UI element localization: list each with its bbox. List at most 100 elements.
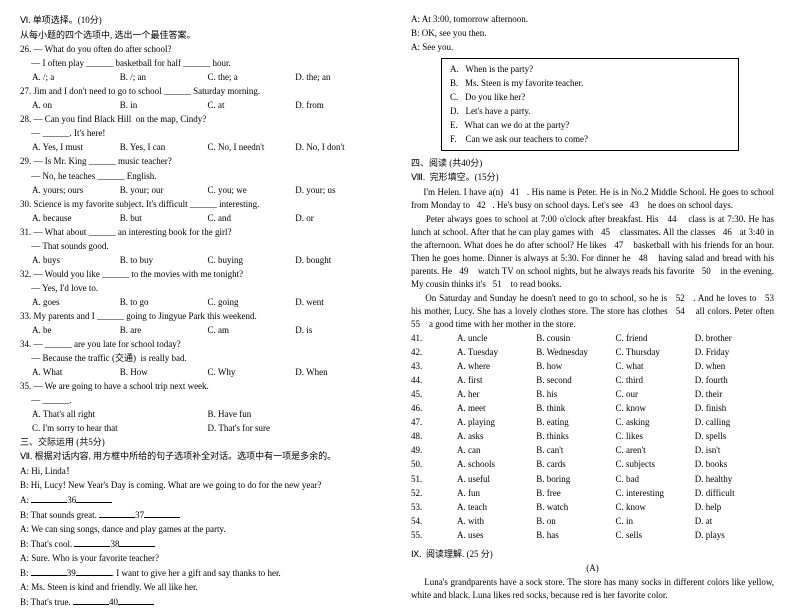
- cloze-opt-d[interactable]: D. when: [695, 360, 774, 373]
- blank-36[interactable]: [31, 493, 67, 503]
- cloze-opt-d[interactable]: D. help: [695, 501, 774, 514]
- cloze-opt-d[interactable]: D. finish: [695, 402, 774, 415]
- q32-opt-c[interactable]: C. going: [208, 296, 296, 309]
- cloze-opt-d[interactable]: D. fourth: [695, 374, 774, 387]
- cloze-opt-b[interactable]: B. watch: [536, 501, 615, 514]
- cloze-opt-a[interactable]: A. can: [457, 444, 536, 457]
- cloze-opt-d[interactable]: D. Friday: [695, 346, 774, 359]
- cloze-opt-c[interactable]: C. know: [616, 501, 695, 514]
- box-opt-b[interactable]: B. Ms. Steen is my favorite teacher.: [450, 77, 730, 90]
- cloze-opt-a[interactable]: A. Tuesday: [457, 346, 536, 359]
- q30-opt-a[interactable]: A. because: [32, 212, 120, 225]
- cloze-opt-c[interactable]: C. sells: [616, 529, 695, 542]
- cloze-opt-a[interactable]: A. first: [457, 374, 536, 387]
- cloze-opt-a[interactable]: A. playing: [457, 416, 536, 429]
- q29-opt-c[interactable]: C. you; we: [208, 184, 296, 197]
- cloze-opt-b[interactable]: B. has: [536, 529, 615, 542]
- q34-opt-d[interactable]: D. When: [295, 366, 383, 379]
- q26-opt-b[interactable]: B. /; an: [120, 71, 208, 84]
- cloze-opt-d[interactable]: D. spells: [695, 430, 774, 443]
- box-opt-e[interactable]: E. What can we do at the party?: [450, 119, 730, 132]
- q27-opt-c[interactable]: C. at: [208, 99, 296, 112]
- cloze-opt-b[interactable]: B. free: [536, 487, 615, 500]
- q30-opt-b[interactable]: B. but: [120, 212, 208, 225]
- cloze-opt-a[interactable]: A. with: [457, 515, 536, 528]
- q34-opt-b[interactable]: B. How: [120, 366, 208, 379]
- cloze-opt-d[interactable]: D. their: [695, 388, 774, 401]
- q27-opt-b[interactable]: B. in: [120, 99, 208, 112]
- cloze-opt-d[interactable]: D. difficult: [695, 487, 774, 500]
- box-opt-f[interactable]: F. Can we ask our teachers to come?: [450, 133, 730, 146]
- q29-opt-a[interactable]: A. yours; ours: [32, 184, 120, 197]
- cloze-opt-b[interactable]: B. eating: [536, 416, 615, 429]
- box-opt-a[interactable]: A. When is the party?: [450, 63, 730, 76]
- q35-opt-b[interactable]: B. Have fun: [208, 408, 384, 421]
- cloze-opt-b[interactable]: B. think: [536, 402, 615, 415]
- blank-37b[interactable]: [144, 508, 180, 518]
- cloze-opt-b[interactable]: B. thinks: [536, 430, 615, 443]
- cloze-opt-d[interactable]: D. calling: [695, 416, 774, 429]
- q27-opt-a[interactable]: A. on: [32, 99, 120, 112]
- cloze-opt-c[interactable]: C. interesting: [616, 487, 695, 500]
- q35-opt-c[interactable]: C. I'm sorry to hear that: [32, 422, 208, 435]
- cloze-opt-c[interactable]: C. aren't: [616, 444, 695, 457]
- cloze-opt-b[interactable]: B. boring: [536, 473, 615, 486]
- q33-opt-c[interactable]: C. am: [208, 324, 296, 337]
- q27-opt-d[interactable]: D. from: [295, 99, 383, 112]
- q33-opt-b[interactable]: B. are: [120, 324, 208, 337]
- cloze-opt-d[interactable]: D. isn't: [695, 444, 774, 457]
- blank-40b[interactable]: [118, 595, 154, 605]
- q35-opt-a[interactable]: A. That's all right: [32, 408, 208, 421]
- q33-opt-d[interactable]: D. is: [295, 324, 383, 337]
- cloze-opt-c[interactable]: C. in: [616, 515, 695, 528]
- q34-opt-c[interactable]: C. Why: [208, 366, 296, 379]
- cloze-opt-d[interactable]: D. brother: [695, 332, 774, 345]
- cloze-opt-a[interactable]: A. teach: [457, 501, 536, 514]
- cloze-opt-b[interactable]: B. how: [536, 360, 615, 373]
- cloze-opt-c[interactable]: C. asking: [616, 416, 695, 429]
- cloze-opt-c[interactable]: C. third: [616, 374, 695, 387]
- q31-opt-b[interactable]: B. to buy: [120, 254, 208, 267]
- blank-39[interactable]: [31, 566, 67, 576]
- blank-38[interactable]: [74, 537, 110, 547]
- cloze-opt-d[interactable]: D. books: [695, 458, 774, 471]
- q26-opt-d[interactable]: D. the; an: [295, 71, 383, 84]
- q31-opt-a[interactable]: A. buys: [32, 254, 120, 267]
- q30-opt-c[interactable]: C. and: [208, 212, 296, 225]
- cloze-opt-a[interactable]: A. uses: [457, 529, 536, 542]
- cloze-opt-b[interactable]: B. his: [536, 388, 615, 401]
- cloze-opt-a[interactable]: A. where: [457, 360, 536, 373]
- cloze-opt-a[interactable]: A. fun: [457, 487, 536, 500]
- cloze-opt-b[interactable]: B. can't: [536, 444, 615, 457]
- cloze-opt-a[interactable]: A. uncle: [457, 332, 536, 345]
- q31-opt-c[interactable]: C. buying: [208, 254, 296, 267]
- q30-opt-d[interactable]: D. or: [295, 212, 383, 225]
- cloze-opt-c[interactable]: C. friend: [616, 332, 695, 345]
- cloze-opt-b[interactable]: B. second: [536, 374, 615, 387]
- cloze-opt-d[interactable]: D. healthy: [695, 473, 774, 486]
- cloze-opt-a[interactable]: A. meet: [457, 402, 536, 415]
- cloze-opt-c[interactable]: C. know: [616, 402, 695, 415]
- cloze-opt-c[interactable]: C. Thursday: [616, 346, 695, 359]
- box-opt-d[interactable]: D. Let's have a party.: [450, 105, 730, 118]
- cloze-opt-a[interactable]: A. her: [457, 388, 536, 401]
- q29-opt-d[interactable]: D. your; us: [295, 184, 383, 197]
- cloze-opt-d[interactable]: D. at: [695, 515, 774, 528]
- cloze-opt-c[interactable]: C. likes: [616, 430, 695, 443]
- cloze-opt-c[interactable]: C. what: [616, 360, 695, 373]
- cloze-opt-a[interactable]: A. useful: [457, 473, 536, 486]
- q28-opt-b[interactable]: B. Yes, I can: [120, 141, 208, 154]
- q32-opt-a[interactable]: A. goes: [32, 296, 120, 309]
- q28-opt-d[interactable]: D. No, I don't: [295, 141, 383, 154]
- blank-38b[interactable]: [119, 537, 155, 547]
- cloze-opt-d[interactable]: D. plays: [695, 529, 774, 542]
- cloze-opt-a[interactable]: A. schools: [457, 458, 536, 471]
- blank-40[interactable]: [73, 595, 109, 605]
- box-opt-c[interactable]: C. Do you like her?: [450, 91, 730, 104]
- q32-opt-d[interactable]: D. went: [295, 296, 383, 309]
- cloze-opt-b[interactable]: B. cards: [536, 458, 615, 471]
- cloze-opt-a[interactable]: A. asks: [457, 430, 536, 443]
- q26-opt-a[interactable]: A. /; a: [32, 71, 120, 84]
- q29-opt-b[interactable]: B. your; our: [120, 184, 208, 197]
- cloze-opt-c[interactable]: C. our: [616, 388, 695, 401]
